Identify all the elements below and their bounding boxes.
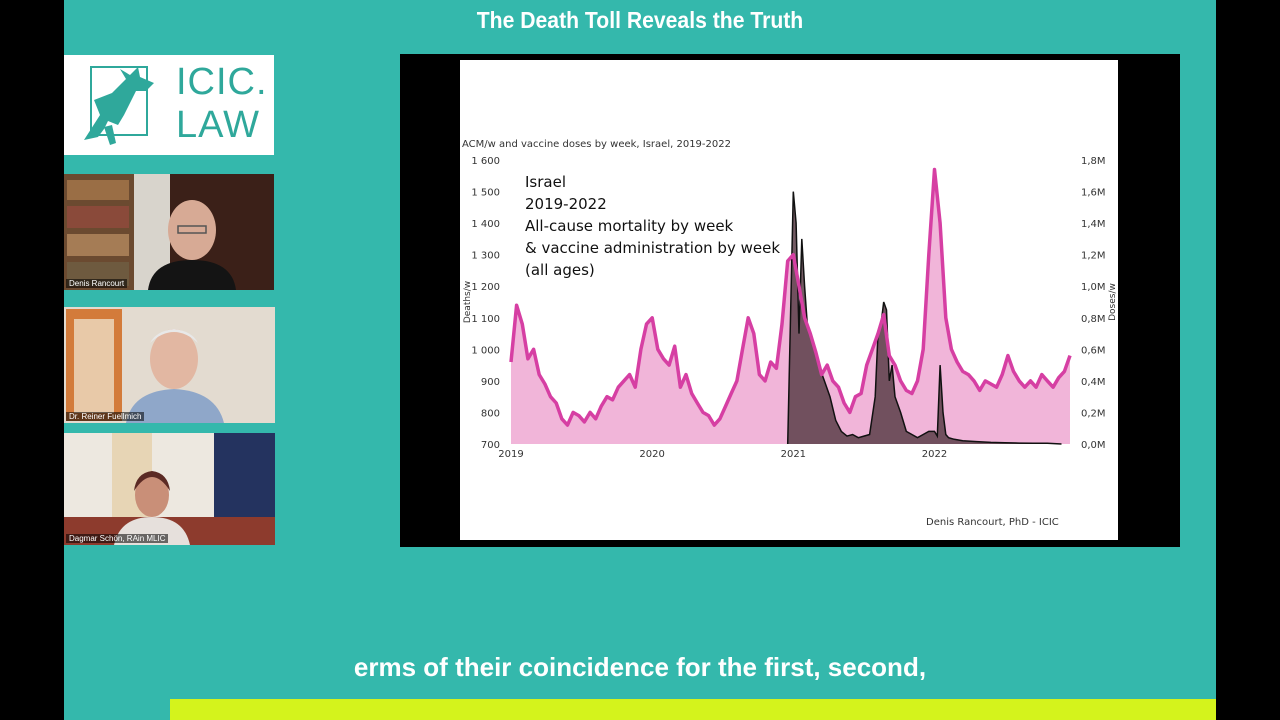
y-tick-label: 1 600 — [471, 156, 500, 167]
y-tick-label: 1 000 — [471, 345, 500, 356]
annotation-line: All-cause mortality by week — [525, 217, 734, 235]
deaths-line — [509, 167, 1072, 427]
mortality-chart: ACM/w and vaccine doses by week, Israel,… — [462, 139, 1118, 528]
doses-area — [787, 191, 1062, 444]
logo-line-2: LAW — [176, 104, 260, 146]
x-tick-label: 2021 — [781, 449, 806, 460]
x-tick-label: 2022 — [922, 449, 947, 460]
live-caption: erms of their coincidence for the first,… — [353, 652, 927, 682]
chart-annotation: Israel 2019-2022 All-cause mortality by we… — [525, 173, 780, 279]
annotation-line: Israel — [525, 173, 566, 191]
x-axis-ticks: 2019 2020 2021 2022 — [498, 449, 947, 460]
participant-name: Dagmar Schön, RAin MLIC — [66, 534, 169, 543]
annotation-line: & vaccine administration by week — [525, 239, 780, 257]
y2-axis-label: Doses/w — [1108, 283, 1118, 321]
y2-tick-label: 1,4M — [1081, 219, 1106, 230]
video-stage: The Death Toll Reveals the Truth ICIC. L… — [64, 0, 1216, 720]
y-tick-label: 800 — [481, 408, 500, 419]
logo-line-1: ICIC. — [176, 61, 268, 103]
shared-slide: ACM/w and vaccine doses by week, Israel,… — [400, 54, 1180, 547]
y2-tick-label: 0,8M — [1081, 314, 1106, 325]
y2-tick-label: 0,6M — [1081, 345, 1106, 356]
y-tick-label: 1 300 — [471, 251, 500, 262]
y2-tick-label: 0,2M — [1081, 408, 1106, 419]
y-tick-label: 1 200 — [471, 282, 500, 293]
y2-tick-label: 1,2M — [1081, 251, 1106, 262]
participant-tile-3[interactable]: Dagmar Schön, RAin MLIC — [64, 433, 275, 545]
bull-icon — [84, 66, 154, 145]
chart-title: ACM/w and vaccine doses by week, Israel,… — [462, 139, 731, 150]
participant-tile-2[interactable]: Dr. Reiner Fuellmich — [64, 307, 275, 423]
slide-page: ACM/w and vaccine doses by week, Israel,… — [460, 60, 1118, 540]
logo-text: ICIC. LAW — [176, 61, 268, 147]
participant-1-video — [64, 174, 274, 290]
participant-2-video — [64, 307, 275, 423]
x-tick-label: 2019 — [498, 449, 523, 460]
y2-axis-ticks: 0,0M 0,2M 0,4M 0,6M 0,8M 1,0M 1,2M 1,4M 1,6M 1,8M — [1081, 156, 1106, 451]
chart-credit: Denis Rancourt, PhD - ICIC — [926, 517, 1059, 528]
y-axis-ticks: 700 800 900 1 000 1 100 1 200 1 300 1 400 1 500 1… — [471, 156, 500, 451]
y2-tick-label: 1,6M — [1081, 188, 1106, 199]
y-axis-label: Deaths/w — [463, 281, 473, 323]
y-tick-label: 700 — [481, 440, 500, 451]
y2-tick-label: 1,0M — [1081, 282, 1106, 293]
y-tick-label: 1 400 — [471, 219, 500, 230]
y-tick-label: 900 — [481, 377, 500, 388]
participant-3-video — [64, 433, 275, 545]
x-tick-label: 2020 — [639, 449, 664, 460]
y-tick-label: 1 100 — [471, 314, 500, 325]
y2-tick-label: 1,8M — [1081, 156, 1106, 167]
icic-law-logo: ICIC. LAW — [64, 55, 274, 155]
annotation-line: 2019-2022 — [525, 195, 607, 213]
participant-name: Dr. Reiner Fuellmich — [66, 412, 145, 421]
page-title: The Death Toll Reveals the Truth — [476, 7, 804, 33]
participant-tile-1[interactable]: Denis Rancourt — [64, 174, 274, 290]
participant-name: Denis Rancourt — [66, 279, 128, 288]
caption-bar — [170, 699, 1216, 720]
y2-tick-label: 0,0M — [1081, 440, 1106, 451]
annotation-line: (all ages) — [525, 261, 595, 279]
y2-tick-label: 0,4M — [1081, 377, 1106, 388]
y-tick-label: 1 500 — [471, 188, 500, 199]
